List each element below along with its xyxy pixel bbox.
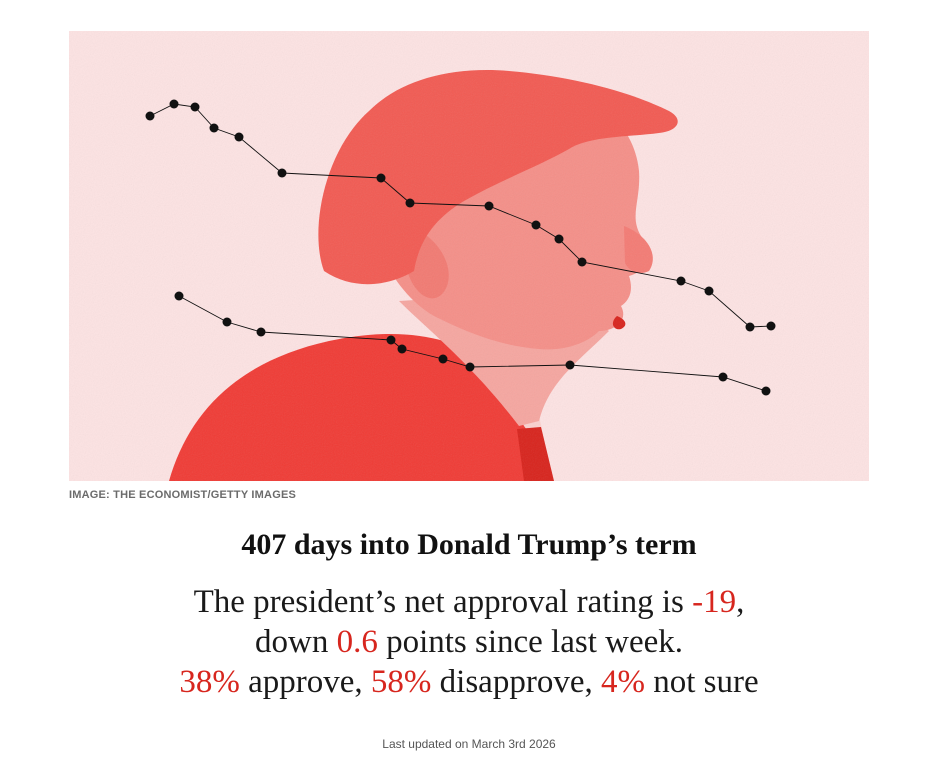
trend-point [745,322,755,332]
trend-point [718,372,728,382]
summary-text: , [736,584,745,620]
summary-text: disapprove, [431,664,601,700]
weekly-change-value: 0.6 [336,624,378,660]
trend-point [145,111,155,121]
trend-point [174,291,184,301]
headline: 407 days into Donald Trump’s term [241,528,697,561]
trend-point [234,132,244,142]
trend-point [465,362,475,372]
net-approval-value: -19 [692,584,737,620]
trend-point [577,257,587,267]
last-updated: Last updated on March 3rd 2026 [382,737,556,751]
trend-points-upper [145,99,776,332]
trend-point [766,321,776,331]
summary-line-2: down 0.6 points since last week. [0,622,938,662]
trend-line-lower [178,295,767,392]
trend-point [169,99,179,109]
trend-point [376,173,386,183]
hero-image [69,31,869,481]
trend-point [256,327,266,337]
approve-value: 38% [179,664,240,700]
trend-point [565,360,575,370]
trend-point [531,220,541,230]
trend-point [484,201,494,211]
trend-point [190,102,200,112]
summary-text: not sure [644,664,759,700]
trend-point [222,317,232,327]
disapprove-value: 58% [370,664,432,700]
approval-summary: The president’s net approval rating is -… [0,582,938,702]
summary-line-1: The president’s net approval rating is -… [0,582,938,622]
trend-point [397,344,407,354]
trend-points-lower [174,291,771,396]
trend-point [704,286,714,296]
not-sure-value: 4% [600,664,645,700]
image-credit: IMAGE: THE ECONOMIST/GETTY IMAGES [69,489,297,501]
trend-point [761,386,771,396]
trend-point [676,276,686,286]
summary-text: approve, [239,664,371,700]
summary-text: down [254,624,337,660]
summary-line-3: 38% approve, 58% disapprove, 4% not sure [0,662,938,702]
summary-text: points since last week. [377,624,684,660]
trend-line-upper [149,103,772,328]
portrait-illustration [69,31,869,481]
summary-text: The president’s net approval rating is [193,584,693,620]
trend-point [554,234,564,244]
trend-point [405,198,415,208]
trend-point [386,335,396,345]
trend-point [209,123,219,133]
trend-point [277,168,287,178]
trend-point [438,354,448,364]
